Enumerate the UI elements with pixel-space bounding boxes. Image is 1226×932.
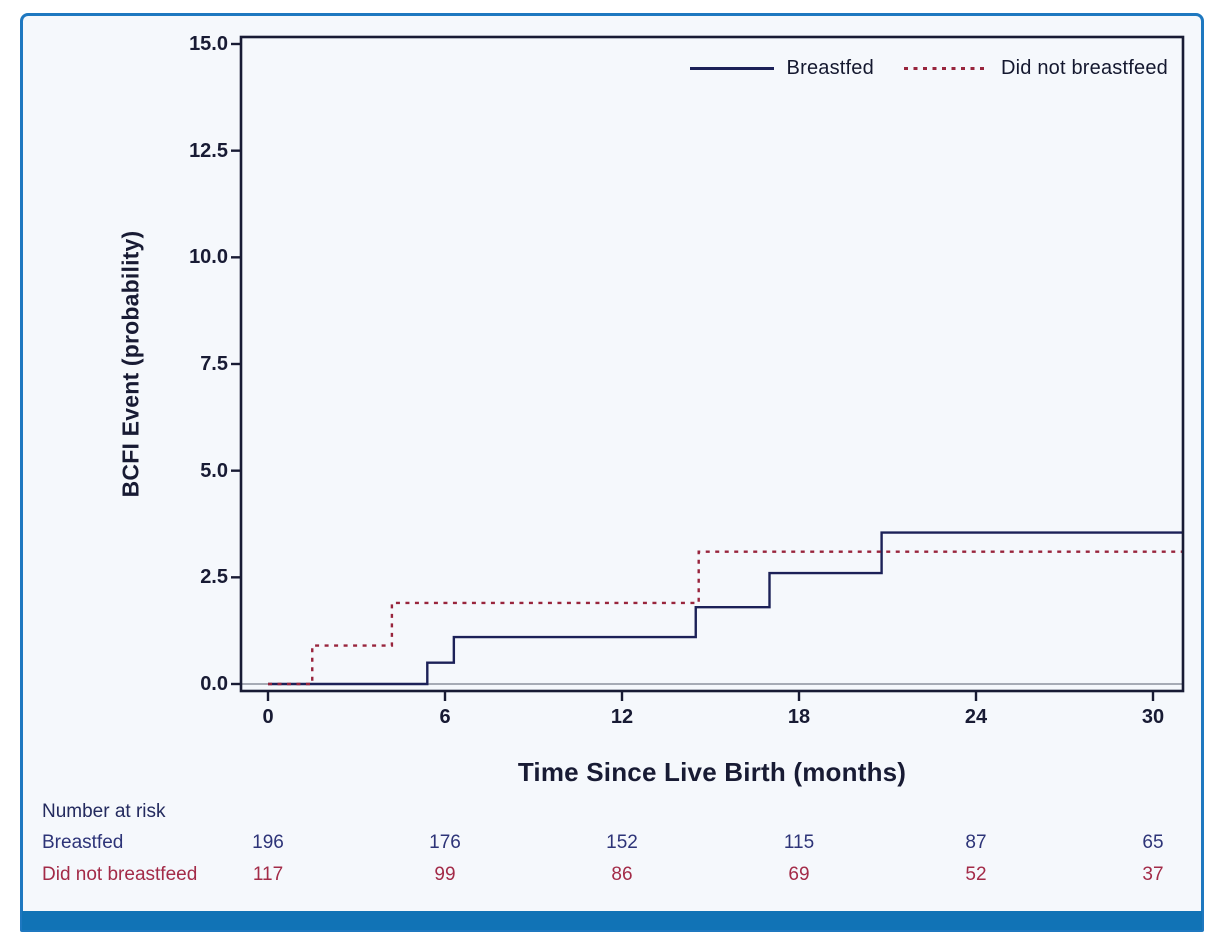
risk-count: 152: [606, 832, 638, 853]
y-tick-label: 2.5: [200, 566, 228, 589]
bottom-accent-bar: [22, 911, 1202, 930]
x-tick-label: 18: [787, 706, 811, 728]
x-tick-label: 0: [262, 706, 274, 728]
y-tick-label: 10.0: [189, 246, 228, 269]
did-not-breastfeed-line-swatch: [903, 67, 988, 70]
risk-count: 52: [965, 864, 987, 885]
x-axis-title: Time Since Live Birth (months): [517, 757, 907, 787]
y-tick-label: 12.5: [189, 139, 228, 162]
y-tick-label: 5.0: [200, 459, 228, 482]
plot-frame: [239, 35, 1185, 693]
did-not-breastfeed-curve: [268, 550, 1183, 686]
risk-count: 196: [252, 832, 284, 853]
risk-count: 37: [1142, 864, 1164, 885]
y-tick-label: 7.5: [200, 352, 228, 375]
y-axis-title: BCFI Event (probability): [117, 230, 144, 498]
x-tick-label: 6: [439, 706, 451, 728]
legend: Breastfed Did not breastfeed: [689, 57, 1168, 80]
legend-label-breastfed: Breastfed: [786, 57, 874, 79]
risk-count: 117: [252, 864, 284, 885]
legend-label-did-not-breastfeed: Did not breastfeed: [1000, 57, 1168, 79]
number-at-risk-header: Number at risk: [42, 801, 166, 822]
figure-border: [20, 13, 1204, 932]
risk-row-label-did-not-breastfeed: Did not breastfeed: [42, 864, 198, 885]
x-tick-label: 30: [1141, 706, 1165, 728]
legend-item-did-not-breastfeed: Did not breastfeed: [903, 57, 1168, 80]
x-tick-label: 12: [610, 706, 634, 728]
x-tick-label: 24: [964, 706, 988, 728]
risk-count: 115: [783, 832, 815, 853]
risk-count: 176: [429, 832, 461, 853]
risk-count: 86: [611, 864, 633, 885]
breastfed-line-swatch: [689, 67, 774, 70]
risk-count: 99: [434, 864, 456, 885]
risk-row-label-breastfed: Breastfed: [42, 832, 124, 853]
risk-count: 65: [1142, 832, 1164, 853]
risk-count: 69: [788, 864, 810, 885]
legend-item-breastfed: Breastfed: [689, 57, 874, 80]
y-tick-label: 15.0: [189, 32, 228, 55]
breastfed-curve: [268, 531, 1183, 686]
y-tick-label: 0.0: [200, 673, 228, 695]
risk-count: 87: [965, 832, 987, 853]
